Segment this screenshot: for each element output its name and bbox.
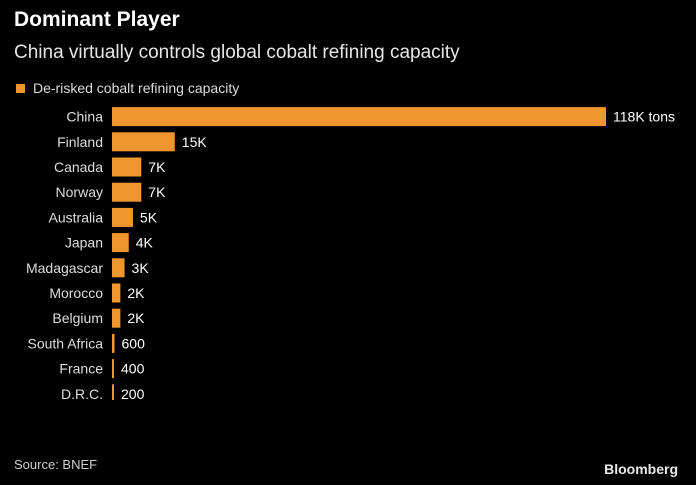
bar [112,182,142,202]
value-label: 4K [136,235,154,251]
value-label: 15K [182,134,208,150]
value-label: 3K [132,260,150,276]
value-label: 400 [121,361,145,377]
category-label: D.R.C. [61,386,103,400]
bar [112,283,121,303]
category-label: South Africa [28,335,104,351]
category-label: Madagascar [26,260,103,276]
bloomberg-logo: Bloomberg [604,461,678,477]
value-label: 2K [127,285,145,301]
bar [112,333,115,353]
legend: De-risked cobalt refining capacity [16,80,239,96]
value-label: 7K [148,184,166,200]
category-label: Japan [65,235,103,251]
chart-title: Dominant Player [14,8,180,31]
value-label: 2K [127,310,145,326]
value-label: 118K tons [613,109,675,125]
bar [112,157,142,177]
category-label: Belgium [52,310,103,326]
category-label: Norway [56,184,103,200]
category-label: France [59,361,103,377]
chart-subtitle: China virtually controls global cobalt r… [14,42,460,63]
category-label: China [66,109,103,125]
bar [112,359,114,379]
category-label: Finland [57,134,103,150]
value-label: 600 [122,335,146,351]
value-label: 5K [140,209,158,225]
value-label: 7K [148,159,166,175]
source-note: Source: BNEF [14,457,98,472]
bar-chart: China 118K tons Finland 15K Canada 7K Norway 7K… [26,107,675,400]
category-label: Australia [49,209,104,225]
bar [112,107,606,127]
legend-swatch [16,83,25,93]
category-label: Morocco [49,285,103,301]
bar [112,207,133,227]
bar [112,258,125,278]
legend-label: De-risked cobalt refining capacity [33,80,240,96]
bar [112,384,114,400]
bar [112,233,129,253]
value-label: 200 [121,386,145,400]
bar [112,308,121,328]
category-label: Canada [54,159,103,175]
bar [112,132,175,152]
